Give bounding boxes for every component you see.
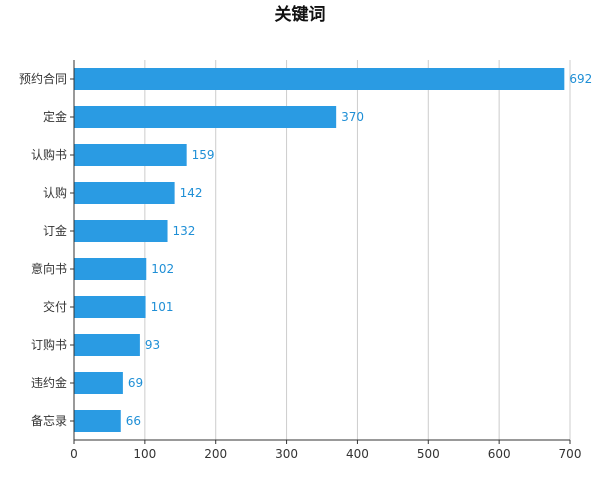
bar-value-label: 132	[173, 224, 196, 238]
y-tick-label: 交付	[43, 299, 67, 314]
x-tick-label: 500	[417, 447, 440, 461]
bar-value-label: 93	[145, 338, 160, 352]
x-tick-label: 100	[133, 447, 156, 461]
bar	[74, 68, 565, 90]
y-tick-label: 订购书	[31, 337, 67, 352]
y-tick-label: 认购	[43, 185, 67, 200]
bar	[74, 372, 123, 394]
bar-value-label: 101	[151, 300, 174, 314]
x-tick-label: 0	[70, 447, 78, 461]
bar-value-label: 66	[126, 414, 141, 428]
x-tick-label: 700	[559, 447, 582, 461]
y-tick-label: 订金	[43, 223, 67, 238]
bar-value-label: 370	[341, 110, 364, 124]
x-tick-label: 200	[204, 447, 227, 461]
bar	[74, 334, 140, 356]
y-tick-label: 违约金	[31, 375, 67, 390]
bar	[74, 182, 175, 204]
x-tick-label: 600	[488, 447, 511, 461]
bar	[74, 410, 121, 432]
x-tick-label: 400	[346, 447, 369, 461]
y-tick-label: 预约合同	[19, 71, 67, 86]
bar	[74, 296, 146, 318]
bar	[74, 258, 147, 280]
x-tick-label: 300	[275, 447, 298, 461]
bar-value-label: 142	[180, 186, 203, 200]
y-tick-label: 定金	[43, 109, 67, 124]
chart-title: 关键词	[274, 5, 326, 25]
bar	[74, 106, 337, 128]
y-tick-label: 意向书	[31, 261, 67, 276]
y-tick-label: 认购书	[31, 147, 67, 162]
bar-value-label: 159	[192, 148, 215, 162]
bar-value-label: 102	[151, 262, 174, 276]
bar-value-label: 692	[569, 72, 592, 86]
bar-value-label: 69	[128, 376, 143, 390]
bar	[74, 220, 168, 242]
bar	[74, 144, 187, 166]
y-tick-label: 备忘录	[31, 413, 67, 428]
